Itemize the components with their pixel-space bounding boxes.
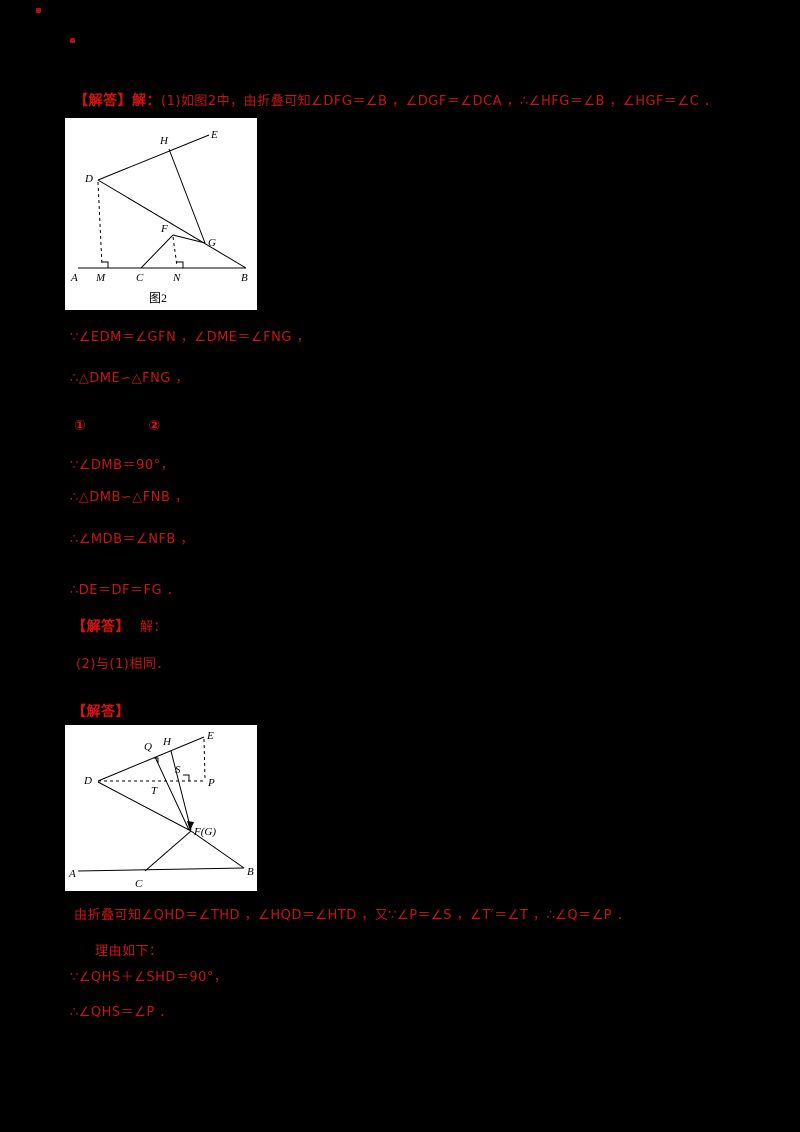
- figure-1: E H D F G A M C N B 图2: [65, 118, 257, 310]
- point-label-n: N: [172, 272, 181, 284]
- point-label-b: B: [241, 272, 248, 284]
- solution-line-13: 理由如下：: [95, 944, 163, 960]
- line-text: ∴DE＝DF＝FG ．: [70, 583, 181, 598]
- solution-line-7: ∴∠MDB＝∠NFB ，: [70, 532, 194, 548]
- point-label-d: D: [83, 775, 92, 787]
- fig1-dashed-fn: [172, 236, 178, 267]
- fig1-line-db: [97, 179, 247, 269]
- line-text: ∴∠QHS＝∠P ．: [70, 1005, 173, 1020]
- red-mark-1: [36, 8, 41, 13]
- solution-line-8: ∴DE＝DF＝FG ．: [70, 583, 180, 599]
- solution-line-2: ∵∠EDM＝∠GFN ，∠DME＝∠FNG ，: [70, 330, 310, 346]
- point-label-c: C: [136, 272, 144, 284]
- point-label-q: Q: [144, 741, 152, 753]
- solution-line-1: 【解答】解：(1)如图2中，由折叠可知∠DFG＝∠B ，∠DGF＝∠DCA ，∴…: [74, 93, 717, 110]
- circled-2: ②: [148, 418, 161, 434]
- solution-line-5: ∵∠DMB＝90°，: [70, 458, 174, 474]
- point-label-p: P: [207, 777, 215, 789]
- line-text: ∵∠QHS＋∠SHD＝90°，: [70, 970, 228, 985]
- point-label-c: C: [135, 878, 143, 890]
- circled-1: ①: [74, 418, 87, 434]
- fig1-line-cf: [140, 234, 174, 269]
- point-label-h: H: [159, 135, 169, 147]
- fig2-arrowhead: [187, 821, 194, 831]
- fig2-base-ab: [77, 867, 245, 872]
- point-label-e: E: [206, 730, 214, 742]
- point-label-fg: F(G): [193, 826, 216, 838]
- fig2-dashed-ep: [203, 738, 206, 780]
- answer-tag: 【解答】解：: [74, 93, 161, 109]
- line-text: ∵∠EDM＝∠GFN ，∠DME＝∠FNG ，: [70, 330, 311, 345]
- figure-caption: 图2: [149, 291, 167, 305]
- figure-1-drawing: E H D F G A M C N B 图2: [70, 129, 248, 305]
- fig2-right-angle-q: [153, 757, 159, 763]
- red-mark-2: [70, 38, 75, 43]
- solution-line-9: 【解答】 解：: [72, 619, 167, 636]
- line-text: ∴△DME∽△FNG ，: [70, 371, 190, 386]
- fig2-line-dfg: [97, 781, 192, 832]
- line-text: ∵∠DMB＝90°，: [70, 458, 175, 473]
- line-text: (1)如图2中，由折叠可知∠DFG＝∠B ，∠DGF＝∠DCA ，∴∠HFG＝∠…: [161, 94, 718, 109]
- point-label-d: D: [84, 173, 93, 185]
- fig2-line-hfg: [170, 750, 192, 831]
- fig1-line-de: [97, 134, 210, 181]
- solution-line-11: 【解答】: [72, 704, 130, 721]
- fig1-line-fg: [172, 234, 206, 244]
- point-label-t: T: [151, 785, 158, 797]
- fig2-line-de: [97, 736, 205, 782]
- solution-line-14: ∵∠QHS＋∠SHD＝90°，: [70, 970, 227, 986]
- point-label-a: A: [70, 272, 78, 284]
- line-text: ∴∠MDB＝∠NFB ，: [70, 532, 194, 547]
- figure-2-drawing: Q H E D S P T F(G) A C B: [68, 730, 254, 890]
- point-label-h: H: [162, 736, 172, 748]
- point-label-e: E: [210, 129, 218, 141]
- fig2-right-angle-s: [183, 774, 190, 781]
- fig1-right-angle-m: [102, 261, 109, 268]
- fig2-line-cfg: [144, 830, 192, 872]
- point-label-f: F: [160, 223, 168, 235]
- solution-line-15: ∴∠QHS＝∠P ．: [70, 1005, 173, 1021]
- line-text: 解：: [140, 620, 168, 635]
- line-text: 理由如下：: [95, 944, 163, 959]
- point-label-g: G: [208, 237, 216, 249]
- figure-2: Q H E D S P T F(G) A C B: [65, 725, 257, 891]
- solution-line-3: ∴△DME∽△FNG ，: [70, 371, 189, 387]
- point-label-s: S: [175, 764, 181, 776]
- line-text: ∴△DMB∽△FNB ，: [70, 490, 189, 505]
- fig1-dashed-dm: [97, 181, 103, 267]
- fig1-line-hg: [168, 148, 206, 244]
- solution-line-6: ∴△DMB∽△FNB ，: [70, 490, 189, 506]
- line-text: (2)与(1)相同．: [76, 657, 170, 672]
- answer-tag: 【解答】: [72, 619, 130, 635]
- point-label-b: B: [247, 866, 254, 878]
- solution-line-10: (2)与(1)相同．: [76, 657, 170, 673]
- point-label-a: A: [68, 868, 76, 880]
- fig2-line-fgb: [190, 830, 245, 869]
- fig1-right-angle-n: [177, 261, 184, 268]
- point-label-m: M: [95, 272, 106, 284]
- answer-tag: 【解答】: [72, 704, 130, 720]
- fig2-line-qfg: [154, 756, 190, 831]
- line-text: 由折叠可知∠QHD＝∠THD ，∠HQD＝∠HTD ，又∵∠P＝∠S ，∠T′＝…: [74, 908, 631, 923]
- solution-line-12: 由折叠可知∠QHD＝∠THD ，∠HQD＝∠HTD ，又∵∠P＝∠S ，∠T′＝…: [74, 908, 630, 924]
